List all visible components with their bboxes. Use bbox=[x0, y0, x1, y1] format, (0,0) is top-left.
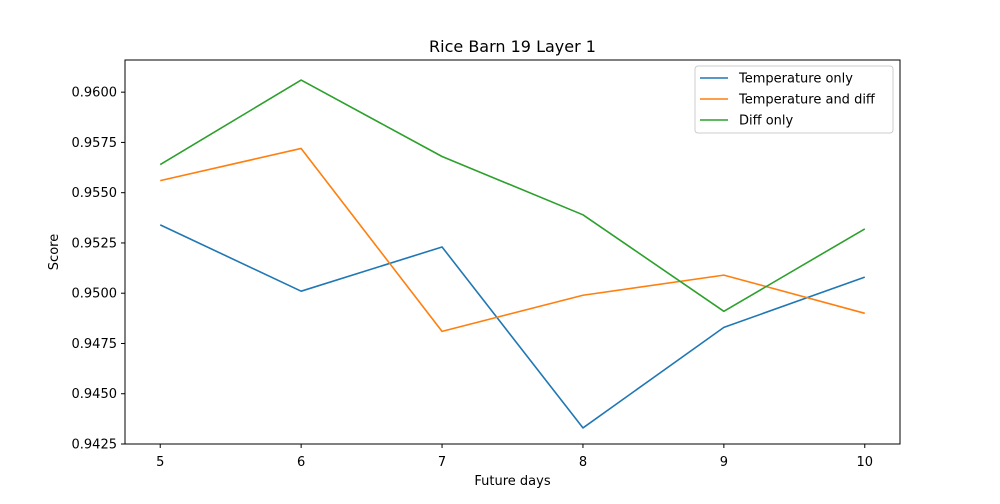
y-axis-label: Score bbox=[47, 234, 62, 270]
legend-box bbox=[694, 65, 894, 134]
series-layer bbox=[159, 79, 866, 429]
x-axis-label: Future days bbox=[474, 474, 550, 489]
legend-label-diff-only: Diff only bbox=[739, 114, 794, 129]
x-tick-label: 6 bbox=[297, 455, 305, 470]
series-line-temperature-and-diff bbox=[160, 147, 865, 333]
x-tick-label: 7 bbox=[438, 455, 446, 470]
series-line-diff-only bbox=[159, 79, 866, 313]
series-line-temperature-only bbox=[159, 224, 866, 429]
y-tick-label: 0.9525 bbox=[72, 236, 118, 251]
chart-title: Rice Barn 19 Layer 1 bbox=[429, 37, 596, 56]
y-tick-label: 0.9600 bbox=[72, 86, 118, 101]
x-tick-label: 5 bbox=[156, 455, 164, 470]
x-tick-label: 10 bbox=[856, 455, 873, 470]
y-tick-label: 0.9550 bbox=[72, 186, 118, 201]
plot-frame bbox=[124, 59, 901, 445]
x-axis: 5 6 7 8 9 10 bbox=[156, 444, 873, 470]
x-tick-label: 9 bbox=[720, 455, 728, 470]
y-tick-label: 0.9475 bbox=[72, 337, 118, 352]
x-tick-label: 8 bbox=[579, 455, 587, 470]
legend-label-temperature-only: Temperature only bbox=[738, 72, 853, 87]
y-tick-label: 0.9500 bbox=[72, 287, 118, 302]
y-axis: 0.9425 0.9450 0.9475 0.9500 0.9525 0.9550 0.95… bbox=[72, 86, 125, 453]
y-tick-label: 0.9450 bbox=[72, 387, 118, 402]
y-tick-label: 0.9575 bbox=[72, 136, 118, 151]
legend-label-temperature-and-diff: Temperature and diff bbox=[738, 93, 876, 108]
y-tick-label: 0.9425 bbox=[72, 438, 118, 453]
legend: Temperature only Temperature and diff Diff… bbox=[694, 65, 894, 134]
